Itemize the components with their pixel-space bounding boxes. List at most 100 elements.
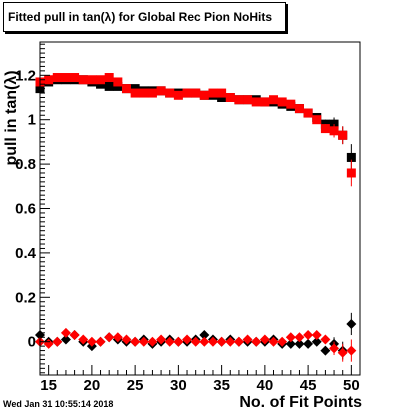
data-point (104, 332, 115, 343)
y-tick-label: 0.8 (15, 156, 36, 173)
data-point (277, 97, 287, 107)
data-point (164, 336, 175, 347)
data-point (294, 104, 304, 114)
data-point (208, 88, 218, 98)
data-point (182, 88, 192, 98)
data-point (52, 336, 63, 347)
data-point (286, 99, 296, 109)
data-point (173, 90, 183, 100)
timestamp: Wed Jan 31 10:55:14 2018 (3, 399, 114, 409)
data-point (285, 332, 296, 343)
y-tick-label: 0.4 (15, 245, 37, 262)
x-tick-label: 30 (170, 377, 187, 394)
x-tick-label: 35 (213, 377, 230, 394)
data-point (113, 77, 123, 87)
data-point (216, 336, 227, 347)
data-point (173, 336, 184, 347)
data-point (147, 336, 158, 347)
data-markers (35, 73, 357, 362)
data-point (78, 75, 88, 85)
series-1 (35, 73, 356, 187)
data-point (199, 90, 209, 100)
data-point (139, 88, 149, 98)
y-axis-label-box: pull in tan(λ) (2, 28, 22, 208)
data-point (346, 345, 357, 356)
y-tick-label: 0.2 (15, 289, 36, 306)
x-tick-label: 45 (300, 377, 317, 394)
data-point (225, 93, 235, 102)
x-tick-label: 50 (343, 377, 360, 394)
data-point (303, 108, 313, 118)
data-point (199, 336, 210, 347)
data-point (78, 334, 89, 345)
data-point (233, 336, 244, 347)
data-point (60, 327, 71, 338)
data-point (207, 336, 218, 347)
data-point (312, 115, 322, 125)
data-point (346, 168, 356, 178)
y-tick-label: 1 (28, 112, 36, 129)
data-point (147, 88, 157, 98)
data-point (104, 81, 114, 91)
data-point (259, 334, 270, 345)
data-point (242, 334, 253, 345)
data-point (130, 336, 141, 347)
data-point (61, 73, 71, 83)
data-point (303, 338, 314, 349)
data-point (86, 336, 97, 347)
data-point (156, 334, 167, 345)
data-point (69, 330, 80, 341)
axis-ticks (39, 43, 361, 375)
x-axis-label: No. of Fit Points (239, 394, 362, 411)
data-point (138, 336, 149, 347)
data-point (243, 95, 253, 105)
data-point (260, 97, 270, 107)
chart-title: Fitted pull in tan(λ) for Global Rec Pio… (8, 10, 272, 24)
data-point (44, 75, 54, 85)
data-point (338, 130, 348, 140)
data-point (156, 86, 166, 96)
data-point (130, 88, 140, 98)
data-point (285, 338, 296, 349)
data-point (320, 345, 331, 356)
data-point (268, 336, 279, 347)
data-point (121, 334, 132, 345)
data-point (294, 338, 305, 349)
data-point (225, 336, 236, 347)
y-axis-label: pull in tan(λ) (3, 70, 20, 166)
data-point (121, 84, 131, 94)
data-point (294, 332, 305, 343)
data-point (251, 97, 261, 107)
y-tick-label: 0 (28, 334, 36, 351)
data-point (346, 152, 356, 162)
data-point (191, 88, 201, 98)
chart-title-box: Fitted pull in tan(λ) for Global Rec Pio… (3, 2, 286, 32)
data-point (70, 73, 80, 83)
data-point (217, 88, 227, 98)
data-point (311, 330, 322, 341)
data-point (87, 75, 97, 85)
x-tick-label: 40 (257, 377, 274, 394)
data-point (346, 318, 357, 329)
data-point (104, 73, 114, 83)
data-point (311, 336, 322, 347)
data-point (329, 126, 339, 136)
data-point (277, 336, 288, 347)
data-point (190, 336, 201, 347)
x-tick-label: 25 (127, 377, 144, 394)
data-point (234, 95, 244, 105)
data-point (320, 334, 331, 345)
data-point (199, 330, 210, 341)
y-tick-label: 0.6 (15, 201, 36, 218)
data-point (303, 330, 314, 341)
data-point (112, 332, 123, 343)
x-tick-label: 20 (84, 377, 101, 394)
data-point (60, 334, 71, 345)
axis-tick-labels: 15 20 25 30 35 40 45 50 0 0.2 0.4 0.6 0.8 1 1.2 (15, 67, 360, 394)
data-point (95, 336, 106, 347)
data-point (337, 347, 348, 358)
x-tick-label: 15 (40, 377, 57, 394)
data-point (320, 124, 330, 134)
